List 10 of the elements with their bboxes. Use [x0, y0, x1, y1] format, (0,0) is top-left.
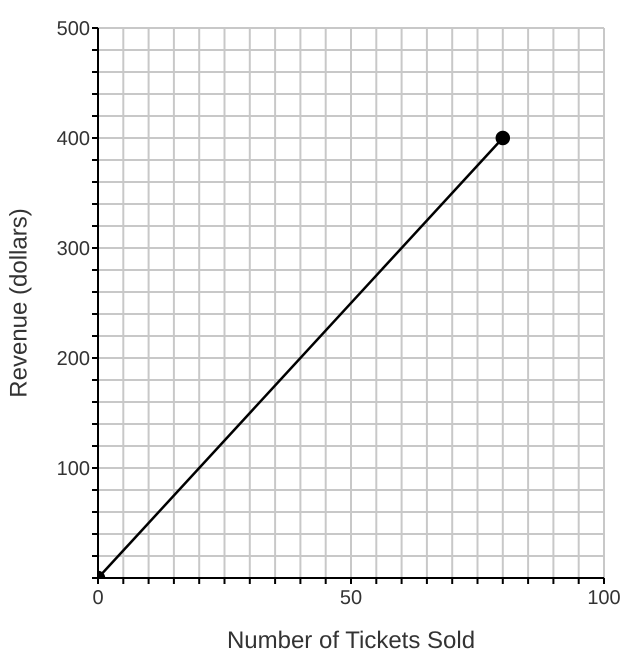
x-tick-label: 50 [340, 587, 362, 609]
y-tick-label: 300 [56, 238, 90, 260]
y-tick-label: 400 [56, 128, 90, 150]
x-axis-title: Number of Tickets Sold [226, 627, 476, 654]
y-tick-label: 200 [56, 348, 90, 370]
y-tick-label: 500 [56, 18, 90, 40]
x-tick-label: 0 [92, 587, 104, 609]
y-axis-title: Revenue (dollars) [6, 208, 33, 398]
y-tick-label: 100 [56, 458, 90, 480]
x-tick-label: 100 [587, 587, 621, 609]
